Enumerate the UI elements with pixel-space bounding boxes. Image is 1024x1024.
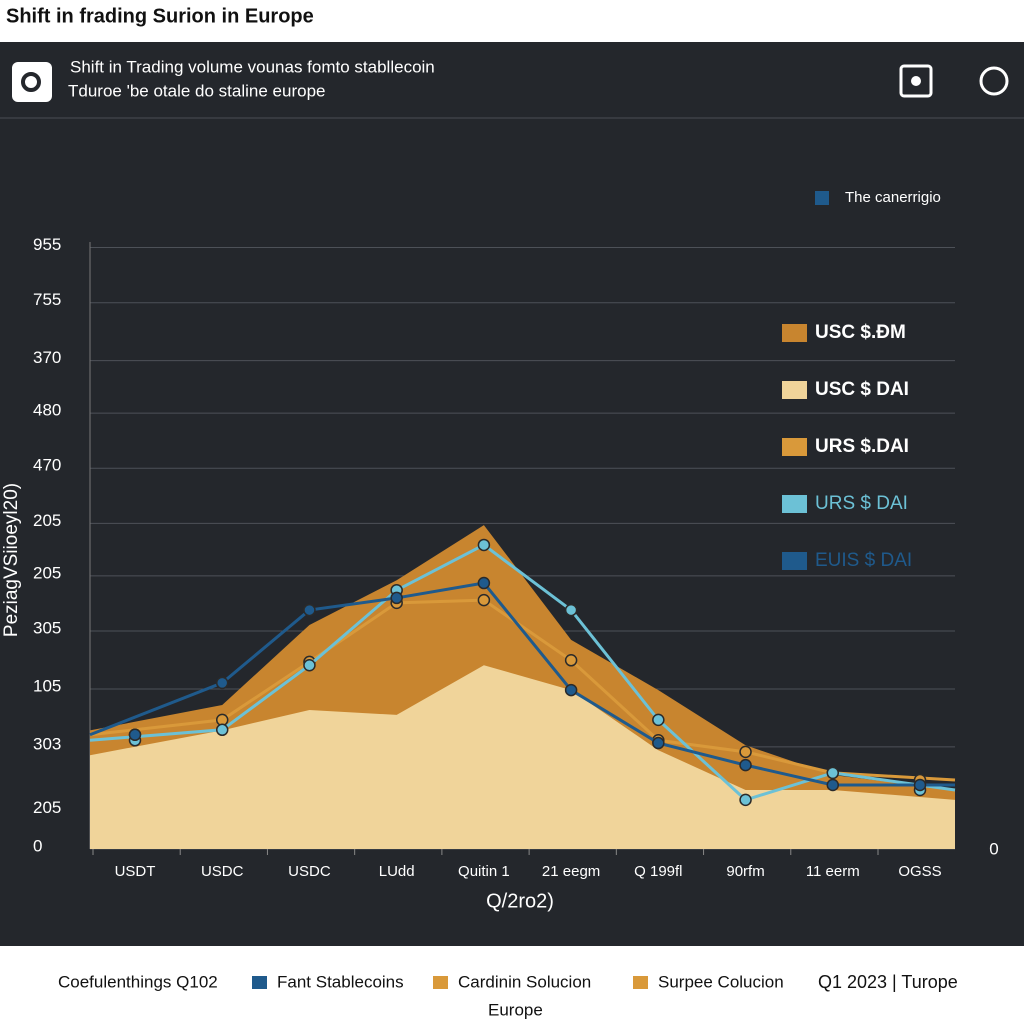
line bbox=[89, 598, 956, 782]
footer-legend-swatch bbox=[633, 976, 648, 989]
legend-label: EUIS $ DAI bbox=[815, 550, 912, 571]
right-label: 0 bbox=[989, 839, 998, 858]
point bbox=[477, 538, 491, 552]
point bbox=[215, 723, 229, 737]
legend-label: URS $ DAI bbox=[815, 493, 908, 514]
legend-swatch bbox=[782, 324, 807, 342]
footer-caption: Coefulenthings Q102 bbox=[58, 972, 218, 991]
line bbox=[89, 581, 955, 787]
x-axis-title: Q/2ro2) bbox=[486, 890, 554, 912]
x-tick-label: 90rfm bbox=[726, 863, 764, 880]
point bbox=[826, 778, 840, 792]
point bbox=[128, 728, 142, 742]
x-tick-label: 11 eerm bbox=[806, 863, 860, 880]
point bbox=[739, 745, 752, 759]
y-tick-label: 370 bbox=[33, 348, 61, 367]
legend-label: USC $ DAI bbox=[815, 379, 909, 400]
top-legend-swatch bbox=[815, 191, 829, 205]
footer-legend-label: Surpee Colucion bbox=[658, 972, 784, 991]
y-tick-label: 755 bbox=[33, 290, 61, 309]
expand-button-dot bbox=[911, 76, 921, 86]
footer-legend-label: Fant Stablecoins bbox=[277, 972, 404, 991]
point bbox=[303, 603, 316, 617]
point bbox=[564, 654, 578, 667]
y-tick-label: 955 bbox=[33, 235, 61, 254]
y-axis-title: PeziagVSiioeyl20) bbox=[1, 483, 22, 637]
y-tick-label: 205 bbox=[33, 511, 61, 530]
point bbox=[913, 778, 927, 792]
x-tick-label: Quitin 1 bbox=[458, 863, 510, 880]
y-tick-label: 205 bbox=[33, 798, 61, 817]
footer-period: Q1 2023 | Turope bbox=[818, 972, 958, 992]
point bbox=[303, 658, 316, 672]
footer-legend-label: Cardinin Solucion bbox=[458, 972, 591, 991]
point bbox=[739, 793, 752, 807]
y-tick-label: 303 bbox=[33, 734, 61, 753]
y-tick-label: 470 bbox=[33, 456, 61, 475]
point bbox=[564, 603, 578, 617]
x-tick-label: OGSS bbox=[898, 863, 941, 880]
x-tick-label: USDC bbox=[201, 863, 244, 880]
point bbox=[739, 758, 752, 772]
point bbox=[215, 676, 229, 690]
point bbox=[564, 683, 578, 697]
app-icon-glyph bbox=[21, 72, 41, 92]
legend-swatch bbox=[782, 438, 807, 456]
app-icon[interactable] bbox=[12, 62, 52, 102]
y-tick-label: 0 bbox=[33, 836, 42, 855]
expand-button[interactable] bbox=[899, 64, 933, 98]
point bbox=[390, 591, 403, 605]
legend-swatch bbox=[782, 381, 807, 399]
line bbox=[89, 543, 956, 802]
legend-swatch bbox=[782, 552, 807, 570]
legend-label: USC $.ÐM bbox=[815, 322, 906, 343]
point bbox=[826, 766, 840, 780]
footer bbox=[0, 946, 1024, 1024]
x-tick-label: LUdd bbox=[379, 863, 415, 880]
point bbox=[652, 736, 665, 750]
footer-region: Europe bbox=[488, 1000, 543, 1019]
point bbox=[477, 593, 491, 607]
chart-title: Shift in Trading volume vounas fomto sta… bbox=[70, 57, 435, 76]
top-bar bbox=[0, 0, 1024, 42]
refresh-button[interactable] bbox=[979, 66, 1009, 96]
page-title: Shift in frading Surion in Europe bbox=[6, 5, 314, 27]
x-tick-label: Q 199fl bbox=[634, 863, 682, 880]
point bbox=[477, 576, 491, 590]
area bbox=[90, 665, 955, 849]
footer-legend-swatch bbox=[433, 976, 448, 989]
point bbox=[652, 713, 665, 727]
chart-subtitle: Tduroe 'be otale do staline europe bbox=[68, 81, 325, 100]
x-tick-label: USDT bbox=[115, 863, 156, 880]
x-tick-label: 21 eegm bbox=[542, 863, 600, 880]
legend-swatch bbox=[782, 495, 807, 513]
x-tick-label: USDC bbox=[288, 863, 331, 880]
legend-label: URS $.DAI bbox=[815, 436, 909, 457]
y-tick-label: 205 bbox=[33, 563, 61, 582]
top-legend-label: The canerrigio bbox=[845, 189, 941, 206]
y-tick-label: 305 bbox=[33, 619, 61, 638]
y-tick-label: 105 bbox=[33, 676, 61, 695]
y-tick-label: 480 bbox=[33, 401, 61, 420]
footer-legend-swatch bbox=[252, 976, 267, 989]
